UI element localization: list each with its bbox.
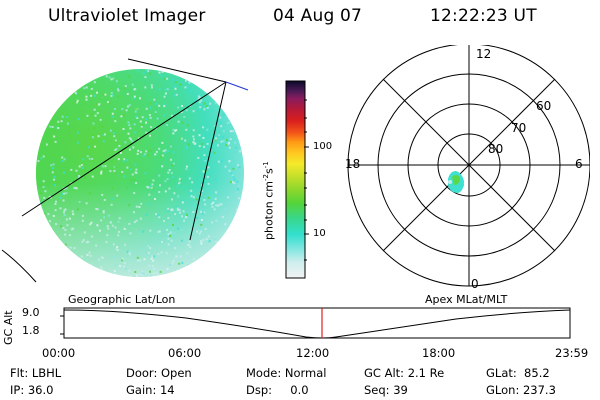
unit-mid: s [262,168,276,175]
colorbar-tick-10: 10 [313,228,326,239]
mode-info: Mode: Normal [246,366,327,380]
altitude-tick-low: 1.8 [22,324,40,337]
date-label: 04 Aug 07 [273,6,363,26]
altitude-curve [63,309,571,339]
polar-label-80: 80 [488,142,503,156]
gain-info: Gain: 14 [126,383,175,397]
time-tick-0600: 06:00 [168,346,202,360]
altitude-axis-label: GC Alt [2,310,15,345]
altitude-tick-high: 9.0 [22,306,40,319]
colorbar-tick-100: 100 [313,141,333,152]
time-tick-2359: 23:59 [555,346,589,360]
time-tick-0000: 00:00 [42,346,76,360]
seq-info: Seq: 39 [364,383,408,397]
ip-info: IP: 36.0 [10,383,54,397]
polar-label-60: 60 [536,99,551,113]
terminator-line [21,81,227,217]
colorbar-ticks [304,99,309,261]
disk-emission [36,69,244,277]
polar-diagonal-2 [382,78,556,252]
glon-info: GLon: 237.3 [486,383,556,397]
polar-plot: 12 0 18 6 60 70 80 [345,45,590,290]
meridian-line [127,58,227,83]
glat-info: GLat: 85.2 [486,366,550,380]
time-label: 12:22:23 UT [430,6,537,26]
door-info: Door: Open [126,366,192,380]
earth-image [1,58,249,283]
polar-label-0: 0 [471,277,479,290]
unit-main: photon cm [262,181,276,240]
polar-label-70: 70 [511,121,526,135]
unit-exp2: -1 [262,161,270,169]
unit-exp1: -2 [262,174,270,182]
right-plot-label: Apex MLat/MLT [425,293,508,306]
dsp-info: Dsp: 0.0 [246,383,309,397]
altitude-plot [60,307,571,339]
meridian-line-2 [189,81,227,241]
colorbar [285,80,306,279]
limb-arc [1,249,37,283]
colorbar-unit-label: photon cm-2s-1 [262,161,276,240]
polar-emission-patch [448,171,464,193]
polar-label-18: 18 [345,157,360,171]
left-plot-label: Geographic Lat/Lon [68,293,176,306]
time-tick-1200: 12:00 [296,346,330,360]
altitude-plot-frame [63,307,571,339]
filter-info: Flt: LBHL [10,366,62,380]
polar-label-12: 12 [476,47,491,61]
polar-label-6: 6 [575,157,583,171]
app-title: Ultraviolet Imager [48,6,206,26]
time-tick-1800: 18:00 [422,346,456,360]
direction-line [225,81,249,91]
gc-alt-info: GC Alt: 2.1 Re [364,366,445,380]
